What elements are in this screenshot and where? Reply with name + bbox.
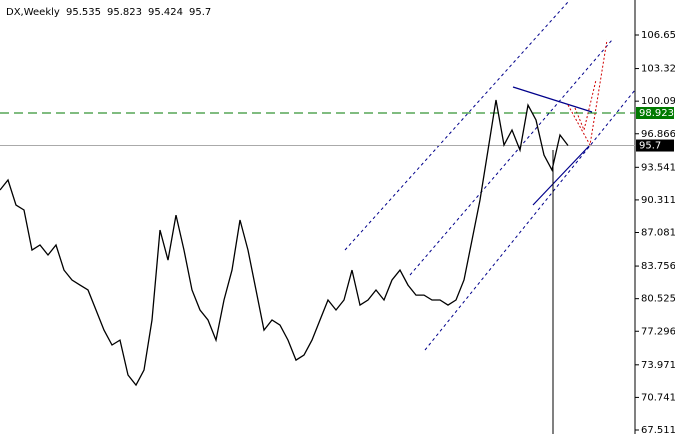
trend-line bbox=[512, 86, 593, 113]
y-tick-label: 70.741 bbox=[641, 392, 675, 403]
y-tick-label: 96.866 bbox=[641, 129, 675, 140]
high: 95.823 bbox=[107, 7, 142, 18]
y-tick-label: 67.511 bbox=[641, 425, 675, 434]
low: 95.424 bbox=[148, 7, 183, 18]
drawings bbox=[344, 1, 636, 434]
symbol: DX,Weekly bbox=[6, 7, 60, 18]
price-line bbox=[0, 99, 569, 387]
y-tick-label: 90.311 bbox=[641, 195, 675, 206]
channel-line bbox=[344, 1, 569, 251]
trend-line bbox=[532, 144, 591, 206]
price-label-box bbox=[636, 106, 674, 119]
header: DX,Weekly 95.535 95.823 95.424 95.7 bbox=[6, 7, 211, 18]
y-tick-label: 103.326 bbox=[641, 64, 675, 75]
projection bbox=[567, 39, 608, 147]
close: 95.7 bbox=[189, 7, 211, 18]
y-tick-label: 77.296 bbox=[641, 326, 675, 337]
channel-line bbox=[424, 89, 636, 351]
y-tick-label: 80.525 bbox=[641, 294, 675, 305]
y-tick-label: 93.541 bbox=[641, 162, 675, 173]
y-tick-label: 106.651 bbox=[641, 30, 675, 41]
price-label: 98.923 bbox=[639, 108, 674, 119]
price-label-box bbox=[636, 139, 674, 152]
open: 95.535 bbox=[66, 7, 101, 18]
channel-line bbox=[409, 39, 613, 276]
y-tick-label: 73.971 bbox=[641, 360, 675, 371]
price-label: 95.7 bbox=[639, 141, 661, 152]
y-tick-label: 87.081 bbox=[641, 228, 675, 239]
y-tick-label: 100.096 bbox=[641, 96, 675, 107]
y-tick-label: 83.756 bbox=[641, 261, 675, 272]
